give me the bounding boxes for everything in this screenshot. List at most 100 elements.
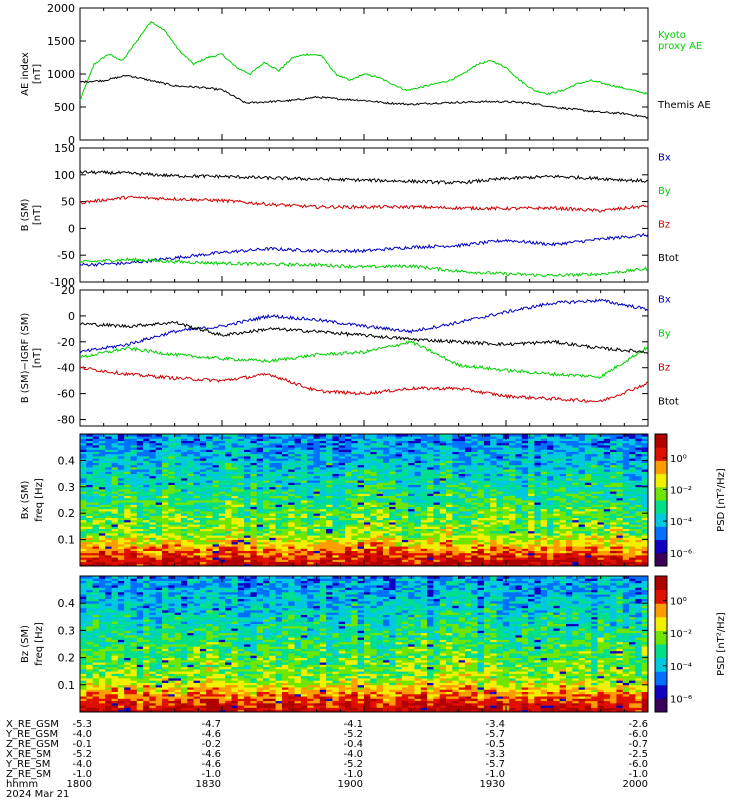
spectrogram-cell (521, 478, 529, 481)
spectrogram-cell (300, 561, 308, 565)
spectrogram-cell (326, 519, 333, 523)
spectrogram-cell (433, 453, 441, 457)
spectrogram-cell (212, 471, 220, 474)
spectrogram-cell (187, 445, 194, 448)
spectrogram-cell (382, 449, 390, 452)
spectrogram-cell (143, 458, 150, 461)
spectrogram-cell (464, 451, 472, 455)
spectrogram-cell (490, 497, 497, 501)
spectrogram-cell (395, 528, 403, 532)
spectrogram-cell (401, 458, 409, 461)
spectrogram-cell (427, 546, 434, 549)
spectrogram-cell (483, 557, 491, 560)
spectrogram-cell (572, 500, 579, 503)
spectrogram-cell (174, 548, 182, 551)
spectrogram-cell (414, 471, 422, 474)
spectrogram-cell (193, 544, 201, 547)
spectrogram-cell (483, 508, 491, 512)
spectrogram-cell (162, 447, 169, 450)
spectrogram-cell (313, 544, 321, 547)
spectrogram-cell (357, 539, 365, 543)
spectrogram-cell (92, 438, 100, 441)
spectrogram-cell (212, 563, 220, 567)
spectrogram-cell (395, 530, 403, 534)
spectrogram-cell (553, 541, 561, 545)
spectrogram-cell (464, 535, 472, 538)
spectrogram-cell (351, 480, 359, 483)
spectrogram-cell (540, 493, 548, 496)
spectrogram-cell (534, 460, 542, 463)
spectrogram-cell (364, 467, 371, 470)
spectrogram-cell (502, 550, 510, 554)
spectrogram-cell (130, 541, 138, 545)
spectrogram-cell (149, 539, 157, 543)
spectrogram-cell (345, 456, 352, 459)
spectrogram-cell (433, 471, 441, 474)
spectrogram-cell (218, 502, 226, 505)
spectrogram-cell (168, 482, 176, 485)
spectrogram-cell (509, 451, 516, 455)
spectrogram-cell (578, 552, 586, 556)
spectrogram-cell (521, 475, 529, 479)
spectrogram-cell (439, 555, 447, 558)
spectrogram-cell (382, 557, 390, 560)
spectrogram-cell (111, 469, 119, 472)
spectrogram-cell (288, 535, 295, 538)
spectrogram-cell (193, 513, 201, 516)
spectrogram-cell (130, 504, 138, 507)
spectrogram-cell (572, 464, 579, 468)
spectrogram-cell (496, 526, 504, 529)
spectrogram-cell (502, 453, 510, 457)
spectrogram-cell (483, 442, 491, 446)
spectrogram-cell (332, 511, 340, 514)
spectrogram-cell (509, 544, 516, 547)
spectrogram-cell (130, 445, 138, 448)
spectrogram-cell (130, 544, 138, 547)
spectrogram-cell (225, 456, 232, 459)
spectrogram-cell (351, 506, 359, 510)
spectrogram-cell (269, 563, 277, 567)
spectrogram-cell (408, 464, 415, 468)
spectrogram-cell (281, 561, 289, 565)
spectrogram-cell (395, 475, 403, 479)
spectrogram-cell (452, 469, 460, 472)
spectrogram-cell (288, 442, 295, 446)
spectrogram-cell (528, 511, 535, 514)
spectrogram-cell (193, 535, 201, 538)
spectrogram-cell (547, 539, 554, 543)
spectrogram-cell (294, 436, 302, 439)
spectrogram-cell (92, 546, 100, 549)
spectrogram-cell (98, 434, 106, 437)
spectrogram-cell (471, 434, 478, 437)
spectrogram-cell (395, 500, 403, 503)
spectrogram-cell (370, 519, 378, 523)
spectrogram-cell (174, 440, 182, 444)
spectrogram-cell (218, 462, 226, 466)
spectrogram-cell (250, 495, 258, 499)
spectrogram-cell (502, 533, 510, 536)
spectrogram-cell (439, 456, 447, 459)
spectrogram-cell (464, 436, 472, 439)
spectrogram-cell (452, 539, 460, 543)
spectrogram-cell (143, 495, 150, 499)
spectrogram-cell (565, 451, 573, 455)
spectrogram-cell (382, 559, 390, 562)
spectrogram-cell (98, 539, 106, 543)
spectrogram-cell (370, 557, 378, 560)
spectrogram-cell (300, 471, 308, 474)
spectrogram-cell (237, 550, 245, 554)
spectrogram-cell (521, 517, 529, 521)
spectrogram-cell (439, 513, 447, 516)
spectrogram-cell (521, 535, 529, 538)
spectrogram-cell (395, 489, 403, 492)
spectrogram-cell (117, 500, 125, 503)
spectrogram-cell (269, 491, 277, 494)
spectrogram-cell (206, 449, 213, 452)
spectrogram-cell (281, 467, 289, 470)
spectrogram-cell (124, 535, 131, 538)
spectrogram-cell (471, 478, 478, 481)
spectrogram-cell (534, 522, 542, 525)
spectrogram-cell (117, 517, 125, 521)
spectrogram-cell (370, 462, 378, 466)
spectrogram-cell (553, 473, 561, 477)
